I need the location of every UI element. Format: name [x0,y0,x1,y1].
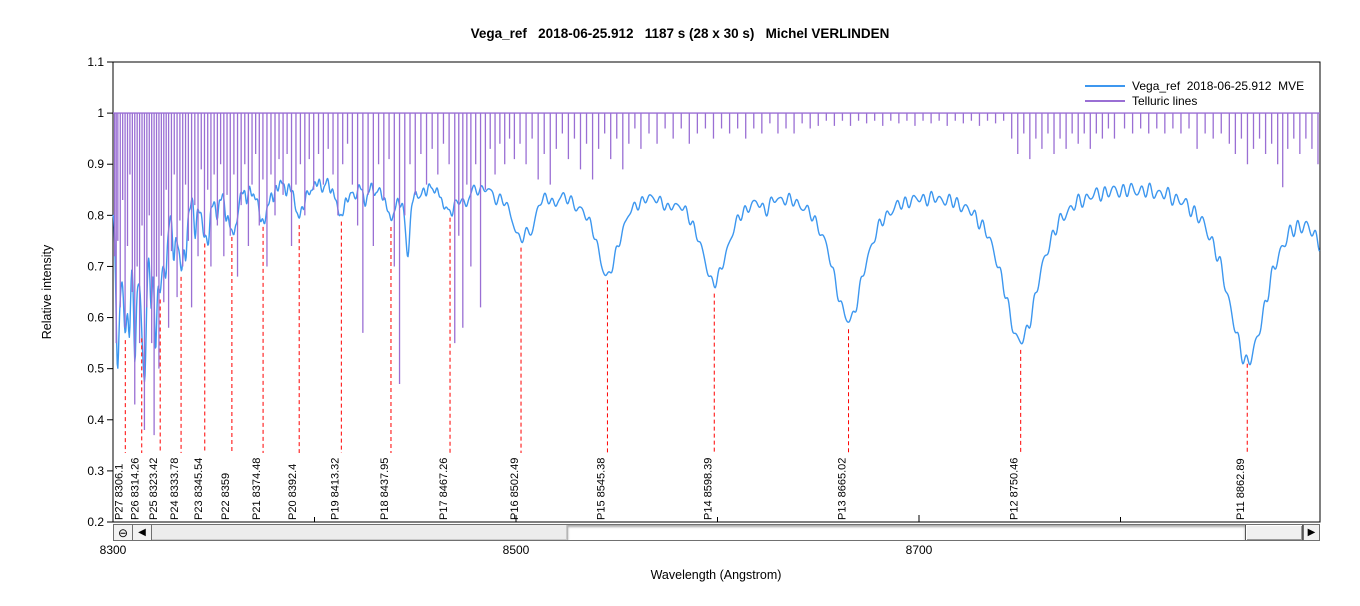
paschen-marker-label: P19 8413.32 [329,458,341,520]
x-axis-title: Wavelength (Angstrom) [650,568,782,582]
paschen-marker-label: P24 8333.78 [169,458,181,520]
paschen-marker-label: P26 8314.26 [130,458,142,520]
x-tick-label: 8300 [100,543,127,557]
vega-line-swatch [1085,84,1125,87]
paschen-marker-label: P23 8345.54 [193,458,205,520]
paschen-marker-label: P20 8392.4 [287,464,299,520]
paschen-marker-label: P25 8323.42 [148,458,160,520]
paschen-marker-label: P27 8306.1 [113,464,125,520]
scrollbar-thumb[interactable] [1245,525,1303,540]
legend: Vega_ref 2018-06-25.912 MVE Telluric lin… [1085,78,1304,108]
scrollbar-page-region[interactable] [152,525,568,540]
legend-item-vega: Vega_ref 2018-06-25.912 MVE [1085,78,1304,93]
legend-label-telluric: Telluric lines [1132,93,1198,108]
telluric-line-swatch [1085,99,1125,102]
paschen-marker-label: P11 8862.89 [1235,458,1247,520]
y-tick-label: 0.6 [87,311,104,325]
scroll-left-button[interactable]: ◀ [133,525,152,540]
zoom-out-icon: ⊖ [117,525,129,540]
telluric-lines [113,113,1319,436]
x-tick-label: 8700 [906,543,933,557]
y-tick-label: 1.1 [87,55,104,69]
paschen-marker-label: P13 8665.02 [837,458,849,520]
wavelength-scrollbar[interactable]: ⊖ ◀ ▶ [113,524,1320,541]
paschen-marker-label: P16 8502.49 [509,458,521,520]
paschen-marker-label: P18 8437.95 [379,458,391,520]
paschen-marker-label: P17 8467.26 [438,458,450,520]
zoom-out-button[interactable]: ⊖ [114,525,133,540]
y-tick-label: 0.4 [87,413,104,427]
y-tick-label: 0.8 [87,208,104,222]
y-tick-label: 0.9 [87,157,104,171]
y-tick-label: 0.5 [87,362,104,376]
vega-spectrum-line [112,177,1321,383]
x-tick-label: 8500 [503,543,530,557]
legend-item-telluric: Telluric lines [1085,93,1304,108]
legend-label-vega: Vega_ref 2018-06-25.912 MVE [1132,78,1305,93]
y-tick-label: 0.7 [87,259,104,273]
plot-frame [112,61,1321,523]
left-arrow-icon: ◀ [138,526,146,538]
paschen-marker-label: P22 8359 [220,473,232,520]
right-arrow-icon: ▶ [1307,526,1316,538]
plot-title: Vega_ref 2018-06-25.912 1187 s (28 x 30 … [470,26,890,41]
paschen-marker-label: P15 8545.38 [595,458,607,520]
paschen-marker-label: P21 8374.48 [251,458,263,520]
scroll-right-button[interactable]: ▶ [1303,525,1319,540]
y-tick-label: 0.2 [87,515,104,529]
paschen-marker-label: P12 8750.46 [1009,458,1021,520]
y-tick-label: 1 [97,106,104,120]
scrollbar-track[interactable] [568,525,1245,540]
paschen-marker-label: P14 8598.39 [702,458,714,520]
y-tick-label: 0.3 [87,464,104,478]
